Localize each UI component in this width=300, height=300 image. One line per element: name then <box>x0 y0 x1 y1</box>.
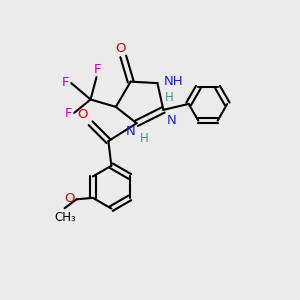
Text: NH: NH <box>164 75 183 88</box>
Text: H: H <box>165 92 174 104</box>
Text: N: N <box>125 125 135 138</box>
Text: F: F <box>93 63 101 76</box>
Text: F: F <box>65 107 73 120</box>
Text: O: O <box>78 108 88 121</box>
Text: O: O <box>115 42 125 55</box>
Text: F: F <box>62 76 70 89</box>
Text: O: O <box>64 192 75 205</box>
Text: N: N <box>166 114 176 127</box>
Text: CH₃: CH₃ <box>55 211 76 224</box>
Text: H: H <box>140 132 148 145</box>
